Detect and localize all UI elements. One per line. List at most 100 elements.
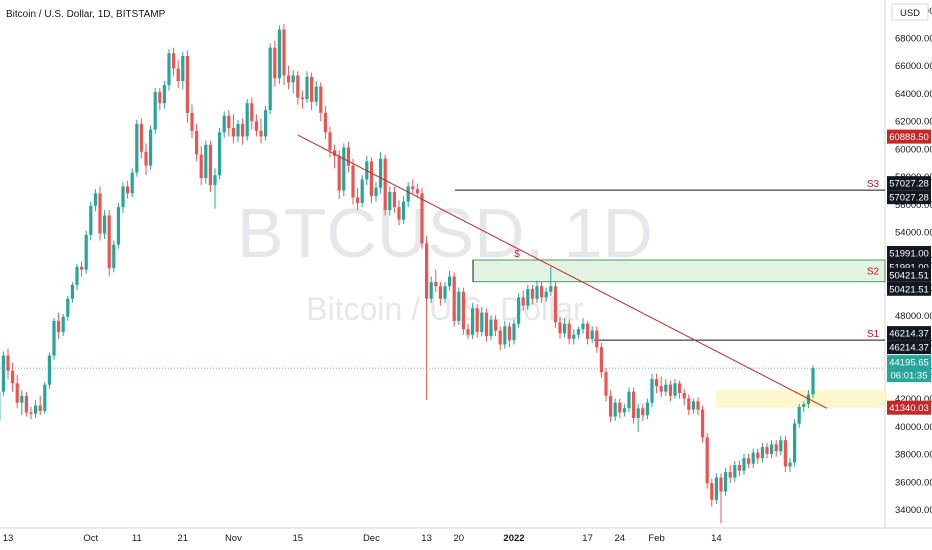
candle: [245, 99, 249, 141]
candle-body: [751, 452, 755, 464]
candle: [374, 182, 378, 202]
price-label-s2-bot-b-text: 50421.51: [889, 284, 929, 295]
candle: [687, 394, 691, 416]
candle-body: [250, 103, 254, 122]
candle: [57, 312, 61, 339]
candle-body: [38, 405, 42, 412]
candle-body: [112, 244, 116, 269]
price-label-s1a-bg: [887, 326, 931, 341]
candle-body: [544, 291, 548, 298]
candle: [351, 158, 355, 205]
candle-body: [57, 320, 61, 332]
candle: [80, 261, 84, 277]
candle: [517, 293, 521, 328]
price-label-s1a: 46214.37: [887, 326, 931, 341]
candle-body: [314, 86, 318, 102]
candle-body: [43, 384, 47, 412]
candle-body: [549, 286, 553, 292]
candle-body: [797, 406, 801, 424]
candle: [167, 49, 171, 91]
candle-body: [369, 161, 373, 197]
candle-body: [15, 383, 19, 403]
candle: [227, 110, 231, 137]
candle-body: [774, 444, 778, 452]
candle: [199, 146, 203, 185]
candle: [130, 168, 134, 198]
candle: [420, 187, 424, 249]
candle: [765, 442, 769, 459]
candles: [0, 24, 815, 524]
time-tick-label: 13: [421, 533, 432, 544]
candle-body: [6, 355, 10, 371]
candle: [153, 87, 157, 134]
candle-body: [282, 29, 286, 76]
candle-body: [779, 440, 783, 452]
price-label-zone: 41340.03: [887, 400, 931, 415]
candle: [549, 266, 553, 296]
price-label-zone-text: 41340.03: [889, 403, 929, 414]
time-tick-label: 14: [711, 533, 722, 544]
candle: [448, 270, 452, 291]
time-tick-label: 21: [178, 533, 189, 544]
candle-body: [438, 286, 442, 299]
candle: [388, 186, 392, 216]
demand-zone: [716, 390, 885, 408]
candle: [360, 175, 364, 208]
candle-body: [429, 282, 433, 299]
candle: [144, 143, 148, 176]
candle-body: [733, 465, 737, 478]
candle-body: [765, 447, 769, 455]
candle: [429, 276, 433, 303]
candle-body: [199, 154, 203, 179]
candle-body: [34, 405, 38, 414]
candle: [461, 287, 465, 335]
candle-body: [747, 458, 751, 464]
price-label-s2-bot-b-bg: [887, 281, 931, 296]
candle-body: [659, 386, 663, 392]
price-tick-label: 68000.00: [895, 34, 932, 45]
candle: [66, 295, 70, 321]
candle: [222, 111, 226, 138]
candle-body: [356, 197, 360, 204]
candle: [770, 440, 774, 459]
candle-body: [11, 370, 15, 384]
candle-body: [402, 201, 406, 220]
candle: [369, 157, 373, 204]
price-label-countdown-bg: [887, 368, 931, 383]
candle: [595, 326, 599, 353]
candle-body: [337, 155, 341, 191]
price-label-s2-top-a-text: 51991.00: [889, 249, 929, 260]
candle-body: [535, 286, 539, 299]
candle: [783, 436, 787, 473]
resistance-trendline[interactable]: [297, 134, 828, 409]
candle-body: [567, 323, 571, 339]
candle: [231, 114, 235, 144]
price-label-s3b: 57027.28: [887, 190, 931, 205]
candle-body: [342, 147, 346, 191]
candle: [498, 326, 502, 351]
candle: [793, 419, 797, 467]
candle: [300, 90, 304, 109]
candle: [29, 406, 33, 420]
price-label-s3a-bg: [887, 176, 931, 191]
chart-title: Bitcoin / U.S. Dollar, 1D, BITSTAMP: [6, 9, 166, 20]
candle-body: [503, 326, 507, 345]
candle: [779, 436, 783, 456]
candle-body: [434, 282, 438, 287]
currency-badge[interactable]: USD: [891, 3, 929, 21]
candle-body: [701, 409, 705, 438]
candle: [788, 458, 792, 473]
candle-body: [724, 472, 728, 492]
candle-body: [84, 234, 88, 270]
candle: [158, 87, 162, 111]
trendline[interactable]: [297, 134, 828, 409]
candle-body: [351, 165, 355, 198]
candle-body: [121, 186, 125, 208]
candle: [310, 72, 314, 111]
price-tick-label: 42000.00: [895, 394, 932, 405]
candle-body: [172, 53, 176, 69]
candle-body: [379, 158, 383, 188]
candle-body: [80, 266, 84, 270]
candle-body: [153, 92, 157, 130]
